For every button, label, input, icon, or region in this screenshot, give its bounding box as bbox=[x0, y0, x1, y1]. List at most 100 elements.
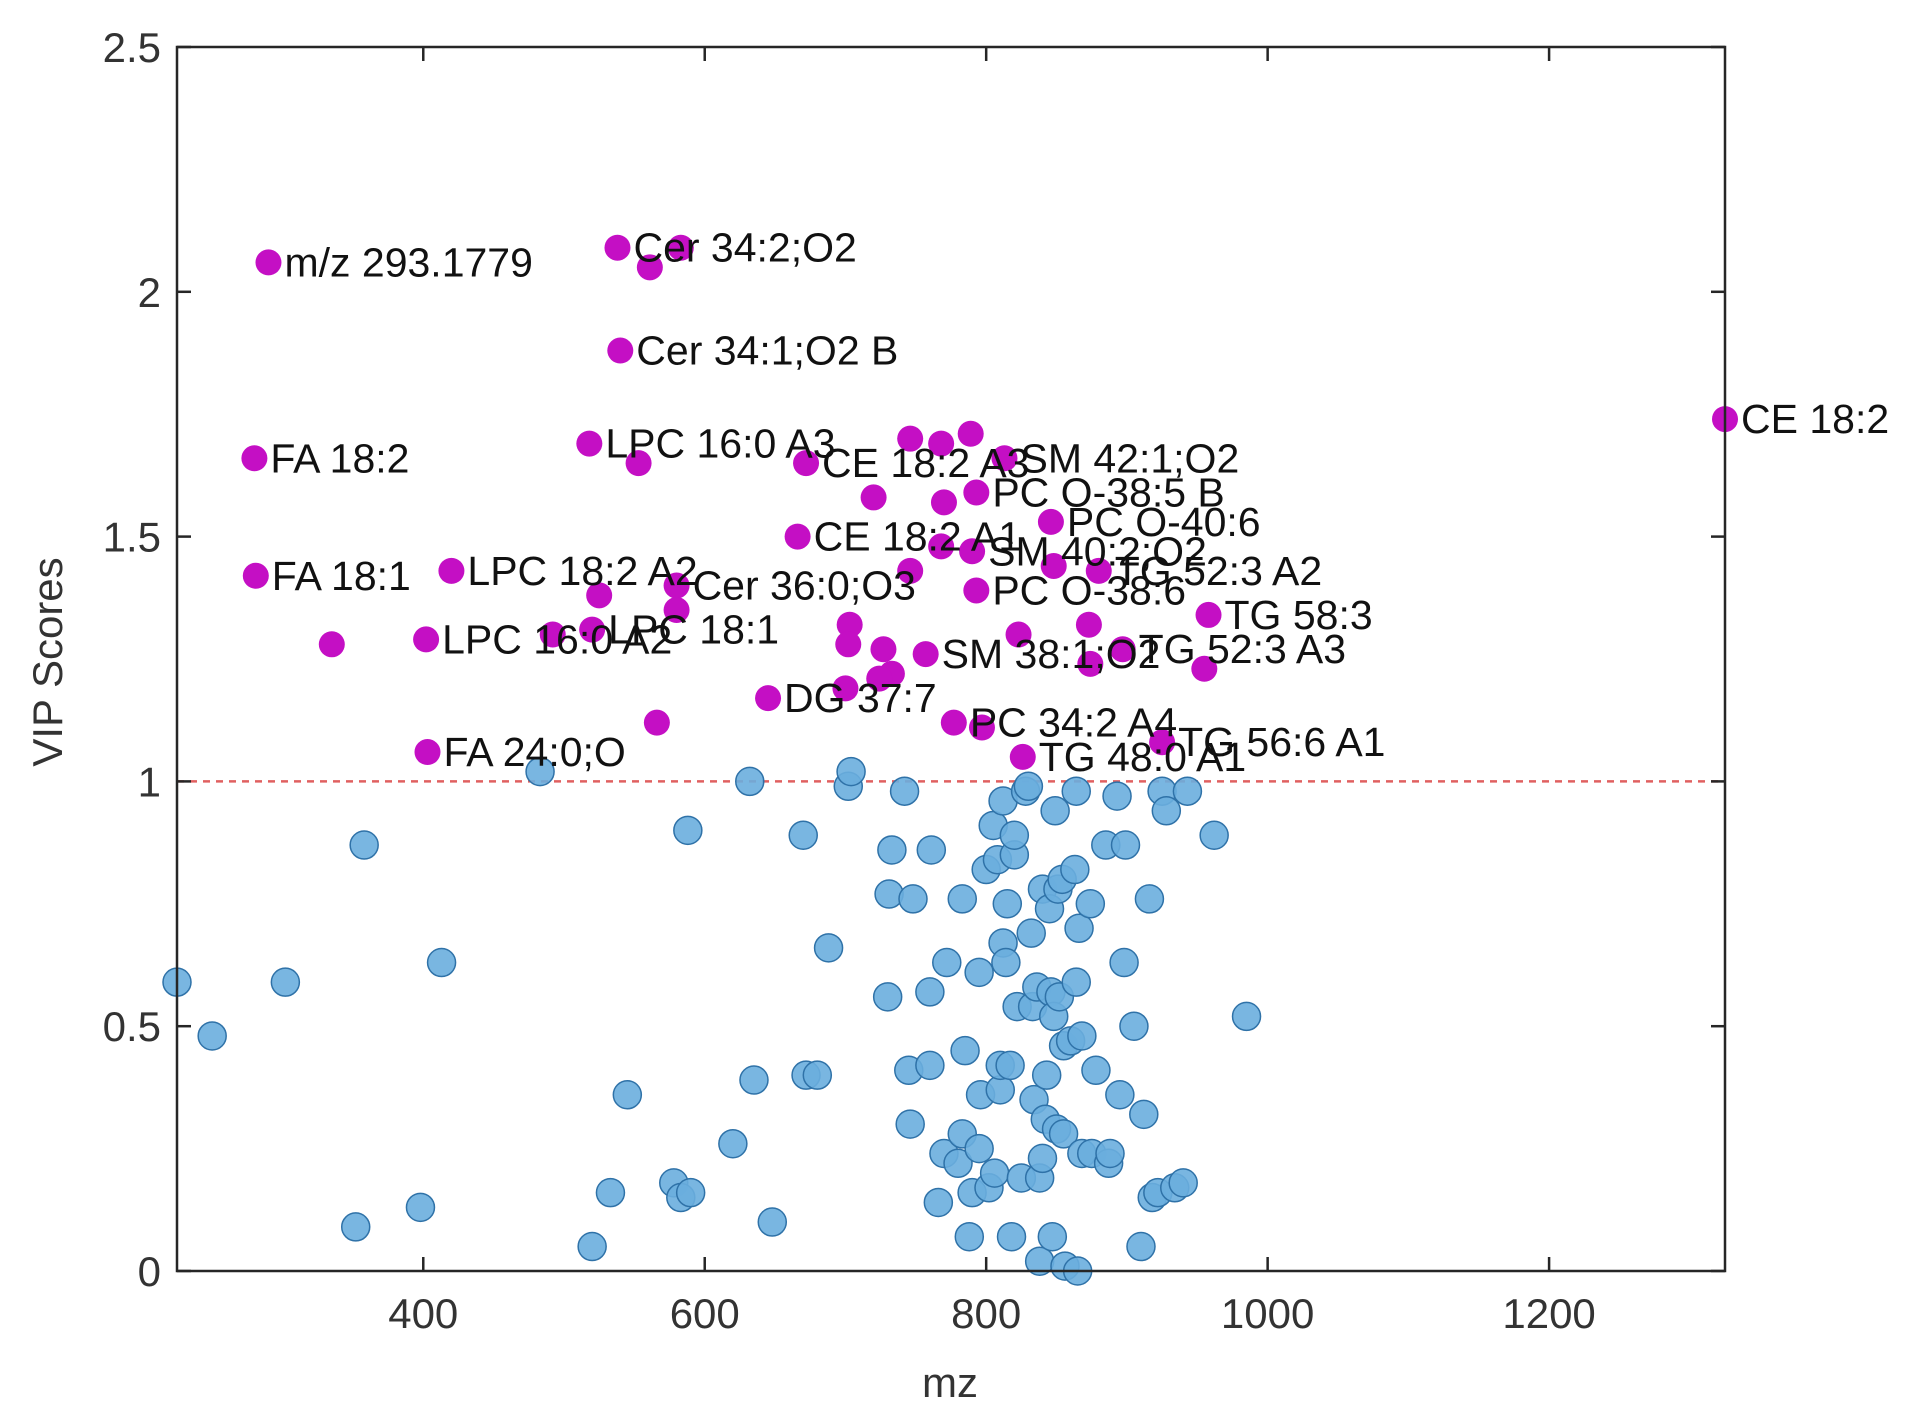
data-point-low bbox=[757, 1207, 788, 1237]
data-point-low bbox=[1199, 820, 1229, 851]
data-point-low bbox=[1126, 1231, 1156, 1262]
nonsignificant-points bbox=[162, 756, 1262, 1286]
point-label: CE 18:2 bbox=[1741, 396, 1889, 442]
data-point-high bbox=[438, 557, 465, 584]
data-point-high bbox=[1085, 557, 1112, 584]
point-labels: m/z 293.1779 Cer 34:2;O2 Cer 34:1;O2 B CE 1… bbox=[270, 225, 1889, 780]
data-point-low bbox=[1081, 1055, 1111, 1086]
x-tick-label: 800 bbox=[951, 1290, 1021, 1337]
data-point-low bbox=[836, 756, 866, 787]
y-tick-label: 1 bbox=[138, 758, 161, 805]
data-point-low bbox=[898, 884, 928, 914]
data-point-high bbox=[860, 484, 887, 511]
data-point-high bbox=[604, 234, 631, 261]
data-point-low bbox=[943, 1148, 973, 1179]
data-point-low bbox=[1134, 884, 1165, 914]
data-point-low bbox=[995, 1050, 1025, 1081]
data-point-high bbox=[576, 430, 603, 457]
data-point-low bbox=[1060, 854, 1090, 885]
point-label: CE 18:2 A1 bbox=[814, 514, 1021, 560]
data-point-low bbox=[595, 1177, 626, 1208]
data-point-low bbox=[735, 766, 765, 797]
data-point-high bbox=[643, 709, 670, 736]
data-point-high bbox=[835, 631, 862, 658]
data-point-low bbox=[1027, 1143, 1058, 1174]
data-point-high bbox=[959, 538, 986, 565]
data-point-high bbox=[636, 254, 663, 281]
point-label: TG 58:3 bbox=[1225, 592, 1373, 638]
x-axis-title: mz bbox=[922, 1359, 978, 1406]
data-point-high bbox=[1009, 743, 1036, 770]
data-point-high bbox=[242, 562, 269, 589]
point-label: m/z 293.1779 bbox=[284, 239, 532, 285]
data-point-low bbox=[1109, 947, 1139, 978]
data-point-low bbox=[992, 889, 1023, 919]
x-tick-label: 1200 bbox=[1502, 1290, 1595, 1337]
data-point-low bbox=[1040, 796, 1070, 826]
data-point-high bbox=[586, 582, 613, 609]
data-point-low bbox=[340, 1212, 371, 1242]
data-point-high bbox=[414, 739, 441, 766]
point-label: SM 38:1;O2 bbox=[942, 631, 1161, 677]
point-label: FA 18:2 bbox=[270, 435, 409, 481]
axes: 400 600 800 1000 1200 0 0.5 1 1.5 2 2.5 bbox=[103, 24, 1727, 1337]
data-point-low bbox=[1037, 1221, 1068, 1252]
x-tick-label: 600 bbox=[670, 1290, 740, 1337]
data-point-high bbox=[832, 675, 859, 702]
data-point-low bbox=[197, 1021, 227, 1051]
point-label: LPC 18:1 bbox=[608, 607, 779, 653]
data-point-low bbox=[932, 947, 962, 978]
plot-frame bbox=[175, 45, 1727, 1273]
data-point-high bbox=[241, 445, 268, 472]
data-point-low bbox=[1172, 776, 1203, 806]
y-axis-title: VIP Scores bbox=[24, 557, 71, 766]
data-point-low bbox=[1013, 771, 1044, 802]
data-point-high bbox=[793, 450, 820, 477]
data-point-high bbox=[1040, 552, 1067, 579]
data-point-high bbox=[667, 234, 694, 261]
data-point-high bbox=[663, 572, 690, 599]
data-point-low bbox=[405, 1192, 436, 1223]
data-point-low bbox=[788, 820, 818, 851]
data-point-low bbox=[1095, 1138, 1125, 1169]
data-point-low bbox=[999, 820, 1030, 851]
point-label: TG 56:6 A1 bbox=[1178, 719, 1385, 765]
point-label: PC O-38:5 B bbox=[992, 470, 1224, 516]
y-tick-label: 1.5 bbox=[103, 514, 161, 561]
data-point-high bbox=[1075, 611, 1102, 638]
significant-points bbox=[241, 234, 1738, 770]
data-point-low bbox=[1119, 1011, 1149, 1041]
point-label: Cer 34:1;O2 B bbox=[636, 328, 898, 374]
data-point-low bbox=[991, 947, 1021, 978]
data-point-low bbox=[964, 957, 994, 988]
data-point-high bbox=[897, 557, 924, 584]
data-point-low bbox=[979, 1158, 1010, 1188]
data-point-low bbox=[947, 884, 978, 914]
data-point-high bbox=[539, 621, 566, 648]
y-tick-label: 2.5 bbox=[103, 24, 161, 71]
y-tick-label: 0 bbox=[138, 1248, 161, 1295]
data-point-low bbox=[525, 756, 555, 787]
point-label: SM 42:1;O2 bbox=[1020, 435, 1239, 481]
data-point-high bbox=[755, 685, 782, 712]
data-point-low bbox=[964, 1133, 994, 1164]
data-point-high bbox=[1191, 655, 1218, 682]
data-point-high bbox=[897, 425, 924, 452]
y-tick-label: 2 bbox=[138, 269, 161, 316]
data-point-high bbox=[1037, 508, 1064, 535]
point-label: TG 52:3 A2 bbox=[1115, 548, 1322, 594]
data-point-high bbox=[957, 420, 984, 447]
data-point-high bbox=[625, 450, 652, 477]
data-point-low bbox=[996, 1221, 1027, 1252]
point-label: PC 34:2 A4 bbox=[970, 700, 1177, 746]
point-label: Cer 36:0;O3 bbox=[693, 563, 916, 609]
data-point-high bbox=[1195, 601, 1222, 628]
data-point-low bbox=[577, 1231, 607, 1262]
data-point-low bbox=[1016, 918, 1046, 948]
point-label: FA 18:1 bbox=[272, 553, 411, 599]
data-point-high bbox=[579, 616, 606, 643]
data-point-low bbox=[1048, 1119, 1079, 1149]
data-point-high bbox=[928, 533, 955, 560]
data-point-high bbox=[413, 626, 440, 653]
